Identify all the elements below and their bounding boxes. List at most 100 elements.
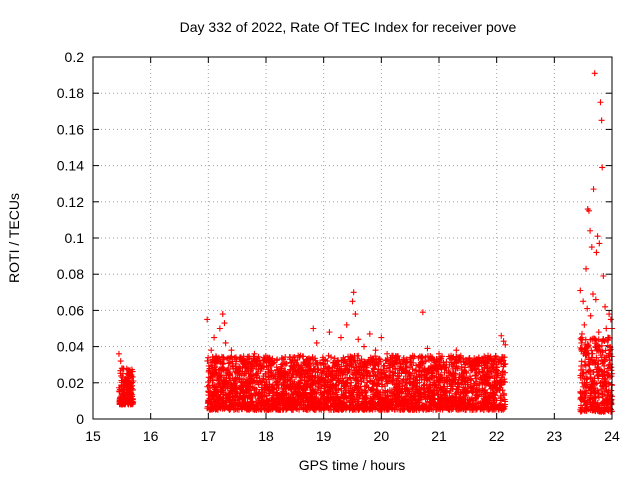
data-point: [578, 346, 585, 353]
data-point: [296, 372, 303, 379]
y-tick-label: 0.08: [57, 266, 84, 282]
data-point: [263, 398, 270, 405]
data-point: [430, 356, 437, 363]
data-point: [331, 374, 338, 381]
data-point: [126, 385, 133, 392]
data-point: [369, 377, 376, 384]
data-point: [455, 376, 462, 383]
data-point: [358, 356, 365, 363]
data-point: [220, 384, 227, 391]
data-point: [263, 370, 269, 377]
data-point: [585, 207, 592, 214]
data-point: [232, 369, 239, 376]
y-tick-label: 0.18: [57, 85, 84, 101]
data-point: [472, 356, 479, 363]
data-point: [381, 369, 388, 376]
x-tick-label: 24: [604, 428, 620, 444]
data-point: [602, 303, 609, 310]
data-point: [369, 358, 376, 365]
data-point: [329, 385, 336, 392]
data-point: [490, 392, 497, 399]
data-point: [285, 370, 292, 377]
data-point: [376, 370, 383, 377]
data-point: [204, 316, 211, 323]
data-point: [274, 367, 281, 374]
data-point: [454, 380, 461, 387]
data-point: [601, 338, 608, 345]
data-point: [483, 380, 490, 387]
data-point: [229, 396, 236, 403]
data-point: [310, 406, 317, 413]
data-point: [378, 383, 385, 390]
data-point: [273, 385, 280, 392]
data-point: [247, 369, 254, 376]
data-point: [433, 384, 440, 391]
data-point: [363, 368, 370, 375]
data-point: [580, 298, 587, 305]
data-point: [324, 365, 331, 372]
data-point: [294, 405, 301, 412]
data-point: [206, 399, 213, 406]
data-point: [356, 371, 363, 378]
data-point: [251, 350, 258, 357]
data-point: [595, 329, 602, 336]
data-point: [580, 398, 587, 405]
data-point: [262, 352, 269, 359]
data-point: [452, 356, 459, 363]
data-point: [588, 244, 595, 251]
data-point: [404, 396, 411, 403]
data-point: [605, 392, 612, 399]
data-point: [115, 350, 122, 357]
data-point: [350, 364, 357, 371]
data-point: [453, 386, 460, 393]
data-point: [471, 366, 478, 373]
data-point: [370, 386, 377, 393]
data-point: [306, 355, 313, 362]
data-point: [215, 403, 222, 410]
data-point: [422, 358, 429, 365]
data-point: [222, 369, 229, 376]
data-point: [485, 352, 492, 359]
data-point: [410, 355, 417, 362]
data-point: [330, 406, 337, 413]
chart-title: Day 332 of 2022, Rate Of TEC Index for r…: [180, 19, 517, 35]
data-point: [416, 353, 423, 360]
data-point: [337, 334, 344, 341]
data-point: [375, 389, 382, 396]
data-point: [382, 357, 389, 364]
data-point: [282, 368, 289, 375]
plot-frame: [92, 56, 613, 420]
data-point: [475, 370, 482, 377]
data-point: [228, 347, 235, 354]
data-point: [320, 356, 327, 363]
data-point: [428, 369, 435, 376]
data-point: [599, 400, 606, 407]
data-point: [601, 362, 608, 369]
data-point: [441, 383, 448, 390]
data-point: [435, 381, 442, 388]
data-point: [579, 366, 586, 373]
data-point: [375, 380, 382, 387]
data-point: [221, 320, 228, 327]
data-point: [338, 387, 345, 394]
data-point: [592, 393, 599, 400]
data-point: [224, 355, 231, 362]
data-point: [422, 395, 429, 402]
data-point: [411, 392, 418, 399]
data-point: [388, 390, 395, 397]
data-point: [235, 401, 242, 408]
data-point: [473, 394, 480, 401]
data-point: [332, 361, 339, 368]
data-point: [350, 402, 357, 409]
data-point: [343, 321, 350, 328]
data-point: [253, 363, 260, 370]
data-point: [605, 365, 612, 372]
data-point: [310, 388, 317, 395]
data-point: [590, 186, 597, 193]
data-point: [274, 396, 281, 403]
data-point: [244, 380, 251, 387]
data-point: [602, 379, 609, 386]
data-point: [222, 339, 229, 346]
data-point: [597, 99, 604, 106]
data-point: [488, 357, 495, 364]
